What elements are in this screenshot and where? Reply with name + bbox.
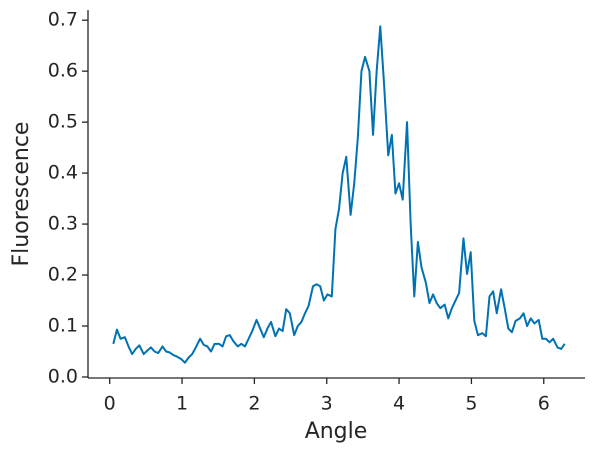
y-tick-label: 0.4: [48, 162, 78, 184]
y-tick-label: 0.7: [48, 9, 78, 31]
y-tick-label: 0.1: [48, 315, 78, 337]
x-tick-label: 3: [321, 393, 333, 415]
y-axis-label: Fluorescence: [9, 122, 34, 267]
x-tick-label: 0: [104, 393, 116, 415]
x-tick-label: 4: [393, 393, 405, 415]
x-tick-label: 1: [176, 393, 188, 415]
y-tick-label: 0.0: [48, 365, 78, 387]
y-tick-label: 0.2: [48, 264, 78, 286]
y-tick-label: 0.5: [48, 111, 78, 133]
x-tick-label: 2: [248, 393, 260, 415]
line: [112, 25, 566, 364]
y-tick-label: 0.3: [48, 213, 78, 235]
x-tick-label: 5: [465, 393, 477, 415]
x-axis-label: Angle: [305, 419, 368, 444]
x-tick-label: 6: [538, 393, 550, 415]
y-tick-label: 0.6: [48, 60, 78, 82]
